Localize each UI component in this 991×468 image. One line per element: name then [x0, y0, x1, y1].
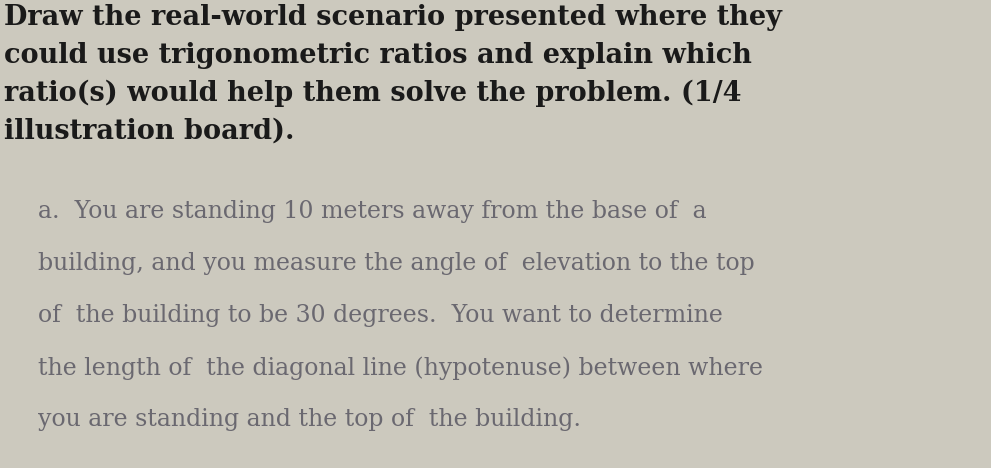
Text: Draw the real-world scenario presented where they: Draw the real-world scenario presented w… [4, 4, 782, 31]
Text: a.  You are standing 10 meters away from the base of  a: a. You are standing 10 meters away from … [38, 200, 707, 223]
Text: you are standing and the top of  the building.: you are standing and the top of the buil… [38, 408, 581, 431]
Text: could use trigonometric ratios and explain which: could use trigonometric ratios and expla… [4, 42, 752, 69]
Text: building, and you measure the angle of  elevation to the top: building, and you measure the angle of e… [38, 252, 755, 275]
Text: of  the building to be 30 degrees.  You want to determine: of the building to be 30 degrees. You wa… [38, 304, 722, 327]
Text: the length of  the diagonal line (hypotenuse) between where: the length of the diagonal line (hypoten… [38, 356, 763, 380]
Text: ratio(s) would help them solve the problem. (1/4: ratio(s) would help them solve the probl… [4, 80, 741, 107]
Text: illustration board).: illustration board). [4, 118, 294, 145]
